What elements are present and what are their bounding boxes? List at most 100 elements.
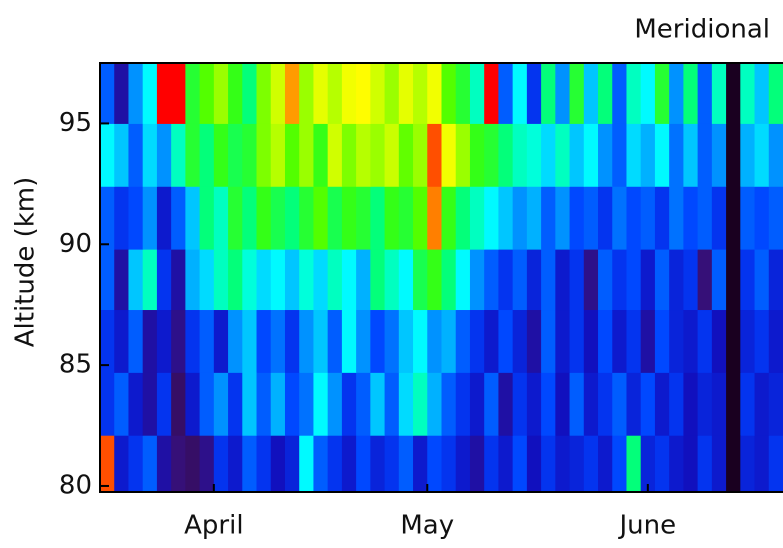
heatmap-cell (413, 249, 428, 310)
heatmap-cell (570, 372, 585, 435)
heatmap-cell (641, 63, 656, 124)
heatmap-cell (328, 310, 343, 373)
heatmap-cell (171, 372, 186, 435)
heatmap-cell (185, 435, 200, 492)
heatmap-cell (513, 123, 528, 186)
heatmap-cell (128, 63, 143, 124)
heatmap-cell (271, 63, 286, 124)
heatmap-cell (185, 123, 200, 186)
heatmap-cell (527, 310, 542, 373)
heatmap-cell (755, 372, 770, 435)
heatmap-cell (427, 435, 442, 492)
heatmap-cell (285, 435, 300, 492)
heatmap-cell (769, 372, 783, 435)
heatmap-cell (626, 186, 641, 249)
heatmap-cell (470, 310, 485, 373)
chart-title: Meridional (634, 15, 770, 45)
heatmap-cell (157, 123, 172, 186)
heatmap-cell (370, 372, 385, 435)
heatmap-cell (541, 435, 556, 492)
heatmap-cell (456, 372, 471, 435)
heatmap-cell (513, 249, 528, 310)
heatmap-cell (726, 372, 741, 435)
heatmap-cell (498, 435, 513, 492)
heatmap-cell (655, 249, 670, 310)
heatmap-cell (769, 63, 783, 124)
heatmap-cell (385, 435, 400, 492)
heatmap-cell (370, 123, 385, 186)
heatmap-cell (584, 63, 599, 124)
heatmap-cell (683, 186, 698, 249)
heatmap-cell (143, 249, 158, 310)
heatmap-cell (299, 123, 314, 186)
heatmap-cell (342, 310, 357, 373)
heatmap-cell (185, 249, 200, 310)
heatmap-cell (257, 249, 272, 310)
heatmap-cell (385, 310, 400, 373)
heatmap-cell (612, 310, 627, 373)
heatmap-cell (200, 310, 215, 373)
heatmap-cell (356, 186, 371, 249)
heatmap-cell (712, 123, 727, 186)
heatmap-cell (484, 249, 499, 310)
heatmap-cell (399, 186, 414, 249)
heatmap-cell (513, 186, 528, 249)
heatmap-cell (157, 249, 172, 310)
heatmap-cell (712, 310, 727, 373)
heatmap-cell (385, 123, 400, 186)
heatmap-cell (484, 372, 499, 435)
heatmap-cell (342, 249, 357, 310)
heatmap-cell (484, 435, 499, 492)
heatmap-cell (328, 123, 343, 186)
heatmap-cell (285, 372, 300, 435)
heatmap-cell (740, 435, 755, 492)
heatmap-cell (612, 186, 627, 249)
heatmap-cell (683, 123, 698, 186)
heatmap-cell (513, 435, 528, 492)
heatmap-cell (570, 123, 585, 186)
heatmap-cell (385, 63, 400, 124)
heatmap-cell (328, 372, 343, 435)
heatmap-cell (257, 310, 272, 373)
heatmap-cell (555, 372, 570, 435)
heatmap-cell (356, 63, 371, 124)
heatmap-cell (755, 186, 770, 249)
heatmap-cell (641, 186, 656, 249)
y-tick-label: 80 (59, 470, 92, 500)
y-tick-label: 95 (59, 108, 92, 138)
heatmap-cell (427, 310, 442, 373)
heatmap-cell (200, 123, 215, 186)
heatmap-cell (712, 372, 727, 435)
heatmap-cell (669, 186, 684, 249)
heatmap-cell (541, 310, 556, 373)
heatmap-cell (456, 186, 471, 249)
heatmap-cell (641, 372, 656, 435)
heatmap-cell (484, 186, 499, 249)
heatmap-cell (370, 435, 385, 492)
heatmap-cell (669, 63, 684, 124)
heatmap-cell (498, 372, 513, 435)
heatmap-cell (498, 123, 513, 186)
heatmap-cell (242, 249, 257, 310)
heatmap-cell (157, 435, 172, 492)
heatmap-cell (570, 435, 585, 492)
heatmap-cell (342, 435, 357, 492)
heatmap-cell (513, 310, 528, 373)
heatmap-cell (242, 310, 257, 373)
heatmap-cell (128, 123, 143, 186)
heatmap-cell (442, 372, 457, 435)
heatmap-cell (342, 372, 357, 435)
heatmap-cell (100, 186, 115, 249)
heatmap-cell (100, 63, 115, 124)
x-tick-label: April (184, 511, 243, 541)
heatmap-cell (257, 186, 272, 249)
heatmap-cell (342, 63, 357, 124)
x-tick-label: June (618, 511, 677, 541)
heatmap-cell (285, 123, 300, 186)
heatmap-cell (669, 310, 684, 373)
heatmap-cell (598, 310, 613, 373)
heatmap-cell (655, 310, 670, 373)
heatmap-cell (498, 186, 513, 249)
heatmap-cell (228, 186, 243, 249)
heatmap-cell (356, 310, 371, 373)
